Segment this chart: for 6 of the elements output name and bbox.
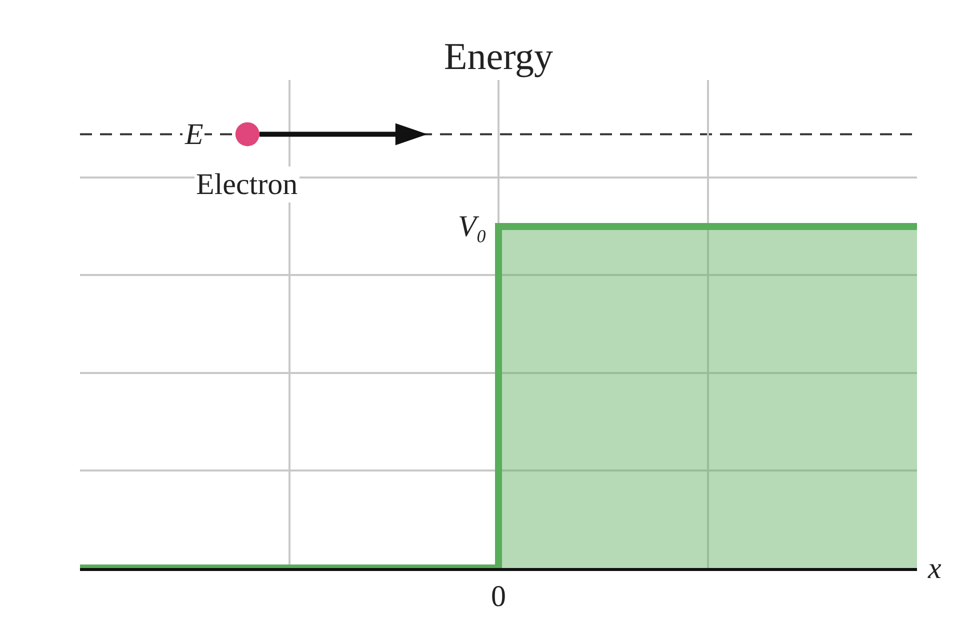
ref-line-label: E xyxy=(184,118,204,151)
y-axis-title: Energy xyxy=(444,36,554,78)
text: 0 xyxy=(491,580,506,613)
x-axis-title: x xyxy=(927,552,942,585)
annotation: V₀ xyxy=(458,210,487,243)
text: Electron xyxy=(196,168,298,201)
